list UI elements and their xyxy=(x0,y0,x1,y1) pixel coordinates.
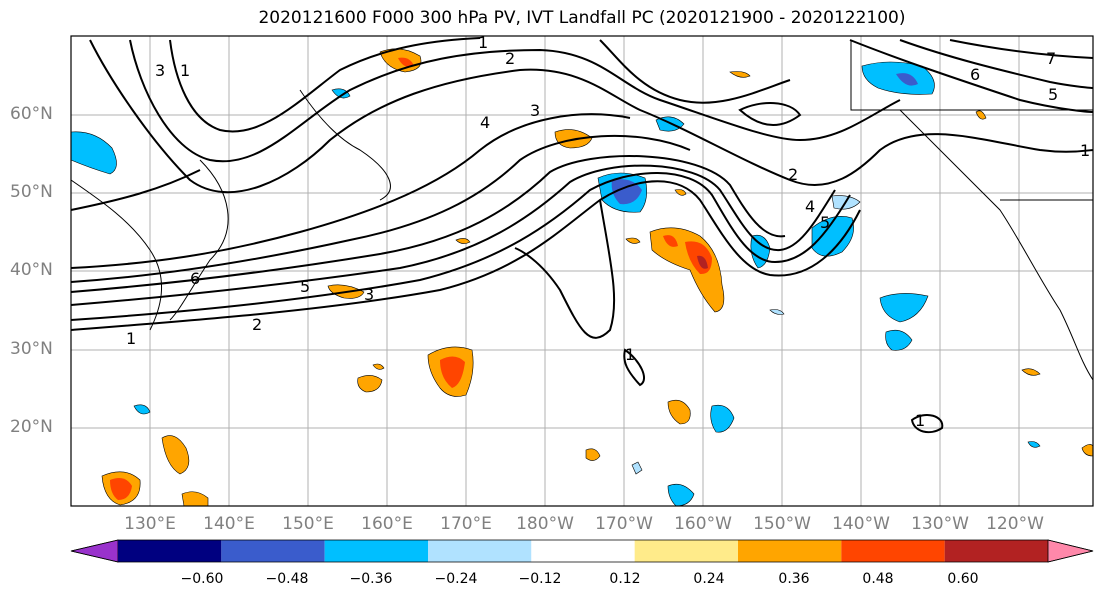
svg-text:1: 1 xyxy=(180,61,190,80)
lon-label: 150°W xyxy=(753,514,811,534)
negative-anomaly-patches xyxy=(70,61,1041,507)
colorbar-tick: −0.12 xyxy=(518,571,562,587)
lon-label: 130°E xyxy=(124,514,176,534)
svg-text:1: 1 xyxy=(1080,141,1090,160)
svg-text:5: 5 xyxy=(1048,85,1058,104)
lon-label: 170°W xyxy=(595,514,653,534)
lon-label: 140°E xyxy=(203,514,255,534)
pv-contours xyxy=(70,37,1094,434)
colorbar-tick: 0.36 xyxy=(778,571,810,587)
svg-text:1: 1 xyxy=(478,33,488,52)
svg-text:2: 2 xyxy=(252,315,262,334)
lon-label: 170°E xyxy=(440,514,492,534)
svg-text:2: 2 xyxy=(788,165,798,184)
svg-text:6: 6 xyxy=(970,65,980,84)
svg-text:2: 2 xyxy=(505,49,515,68)
svg-text:3: 3 xyxy=(364,285,374,304)
colorbar-tick: −0.60 xyxy=(180,571,224,587)
coastlines xyxy=(70,40,1094,381)
svg-text:5: 5 xyxy=(820,213,830,232)
colorbar-tick: 0.48 xyxy=(862,571,894,587)
colorbar-tick: −0.48 xyxy=(265,571,309,587)
colorbar-segment xyxy=(118,540,222,562)
colorbar-tick: 0.24 xyxy=(693,571,725,587)
svg-text:4: 4 xyxy=(480,113,490,132)
colorbar xyxy=(70,539,1094,563)
colorbar-segment xyxy=(428,540,532,562)
colorbar-segment xyxy=(944,540,1048,562)
map-frame xyxy=(70,35,1094,507)
lat-label: 40°N xyxy=(10,260,53,280)
svg-text:1: 1 xyxy=(625,345,635,364)
lat-label: 50°N xyxy=(10,182,53,202)
contour-labels: 1 2 3 5 6 4 3 2 1 3 1 2 4 5 6 7 5 1 1 1 xyxy=(126,33,1090,430)
svg-text:1: 1 xyxy=(915,411,925,430)
svg-text:3: 3 xyxy=(530,101,540,120)
lon-label: 140°W xyxy=(832,514,890,534)
colorbar-segment xyxy=(221,540,325,562)
colorbar-tick: −0.36 xyxy=(349,571,393,587)
lon-label: 180°W xyxy=(516,514,574,534)
map-title: 2020121600 F000 300 hPa PV, IVT Landfall… xyxy=(258,8,906,28)
lat-label: 30°N xyxy=(10,339,53,359)
lon-label: 120°W xyxy=(986,514,1044,534)
lat-label: 20°N xyxy=(10,417,53,437)
colorbar-segment xyxy=(738,540,842,562)
lon-label: 130°W xyxy=(911,514,969,534)
svg-text:6: 6 xyxy=(190,269,200,288)
lon-label: 160°W xyxy=(674,514,732,534)
colorbar-outline xyxy=(70,539,1094,563)
colorbar-segment xyxy=(634,540,738,562)
svg-text:3: 3 xyxy=(155,61,165,80)
svg-text:5: 5 xyxy=(300,277,310,296)
svg-text:7: 7 xyxy=(1046,49,1056,68)
svg-text:1: 1 xyxy=(126,329,136,348)
colorbar-segment xyxy=(324,540,428,562)
lon-label: 160°E xyxy=(361,514,413,534)
colorbar-segment xyxy=(841,540,945,562)
svg-text:4: 4 xyxy=(805,197,815,216)
colorbar-extend-low xyxy=(70,539,119,563)
colorbar-tick: −0.24 xyxy=(434,571,478,587)
colorbar-segment xyxy=(531,540,635,562)
colorbar-tick: 0.60 xyxy=(947,571,979,587)
colorbar-tick: 0.12 xyxy=(609,571,641,587)
colorbar-extend-high xyxy=(1047,539,1094,563)
lat-label: 60°N xyxy=(10,104,53,124)
lon-label: 150°E xyxy=(282,514,334,534)
